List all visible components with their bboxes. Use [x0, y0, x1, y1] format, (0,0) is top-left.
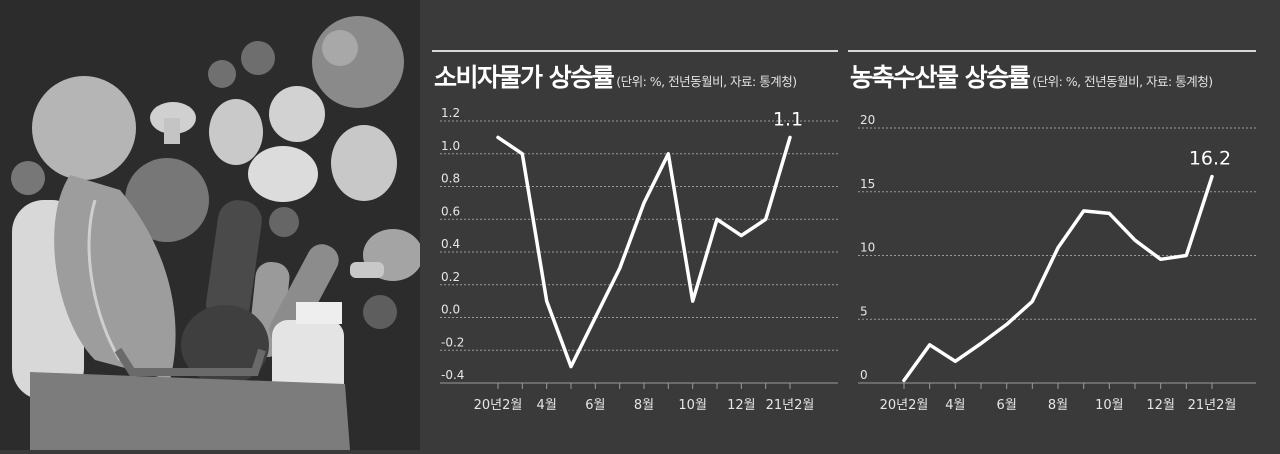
x-tick-label: 12월 — [1146, 398, 1175, 413]
x-tick-label: 6월 — [585, 398, 605, 413]
y-tick-label: 0.8 — [441, 172, 460, 186]
agri-chart-panel: 농축수산물 상승률 (단위: %, 전년동월비, 자료: 통계청) 20 15 10 5… — [848, 0, 1256, 450]
chart-title-row: 농축수산물 상승률 (단위: %, 전년동월비, 자료: 통계청) — [850, 58, 1213, 94]
x-tick-label: 10월 — [678, 398, 707, 413]
y-tick-label: 0.6 — [441, 204, 460, 218]
series-line — [902, 174, 1214, 383]
y-tick-label: 0.4 — [441, 237, 460, 251]
grocery-bag-photo — [0, 0, 420, 450]
x-tick-label: 8월 — [1048, 398, 1068, 413]
cpi-chart-panel: 소비자물가 상승률 (단위: %, 전년동월비, 자료: 통계청) 1.2 1.0 0… — [432, 0, 838, 450]
y-tick-label: -0.2 — [441, 335, 464, 349]
x-tick-label: 4월 — [537, 398, 557, 413]
y-tick-label: 1.0 — [441, 139, 460, 153]
y-tick-label: 1.2 — [441, 106, 460, 120]
data-label: 1.1 — [773, 108, 803, 130]
x-tick-label: 4월 — [945, 398, 965, 413]
y-tick-label: 20 — [860, 113, 875, 127]
y-tick-label: 10 — [860, 241, 875, 255]
y-tick-label: 0 — [860, 368, 868, 382]
data-label: 16.2 — [1189, 147, 1231, 169]
x-tick-label: 12월 — [727, 398, 756, 413]
x-tick-label: 10월 — [1095, 398, 1124, 413]
x-tick-label: 21년2월 — [766, 398, 815, 413]
y-tick-label: 0.2 — [441, 270, 460, 284]
cpi-line-chart: 1.2 1.0 0.8 0.6 0.4 0.2 0.0 -0.2 -0.4 20년2월 4월 6월 8월… — [440, 106, 838, 413]
x-tick-label: 8월 — [634, 398, 654, 413]
y-tick-label: 15 — [860, 177, 875, 191]
y-tick-label: 0.0 — [441, 303, 460, 317]
chart-title-row: 소비자물가 상승률 (단위: %, 전년동월비, 자료: 통계청) — [434, 58, 797, 94]
x-tick-label: 6월 — [997, 398, 1017, 413]
series-line — [496, 135, 792, 369]
chart-top-rule — [848, 50, 1256, 52]
x-tick-label: 20년2월 — [880, 398, 929, 413]
chart-title: 농축수산물 상승률 — [850, 63, 1031, 92]
agri-line-chart: 20 15 10 5 0 20년2월 4월 6월 8월 10월 12월 21년2월 16.2 — [858, 113, 1256, 413]
x-tick-label: 20년2월 — [474, 398, 523, 413]
chart-top-rule — [432, 50, 838, 52]
chart-title: 소비자물가 상승률 — [434, 63, 615, 92]
y-tick-label: -0.4 — [441, 368, 464, 382]
y-tick-label: 5 — [860, 304, 868, 318]
chart-subtitle: (단위: %, 전년동월비, 자료: 통계청) — [1032, 74, 1213, 89]
x-tick-label: 21년2월 — [1188, 398, 1237, 413]
grocery-photo-illustration — [0, 0, 420, 450]
chart-subtitle: (단위: %, 전년동월비, 자료: 통계청) — [616, 74, 797, 89]
